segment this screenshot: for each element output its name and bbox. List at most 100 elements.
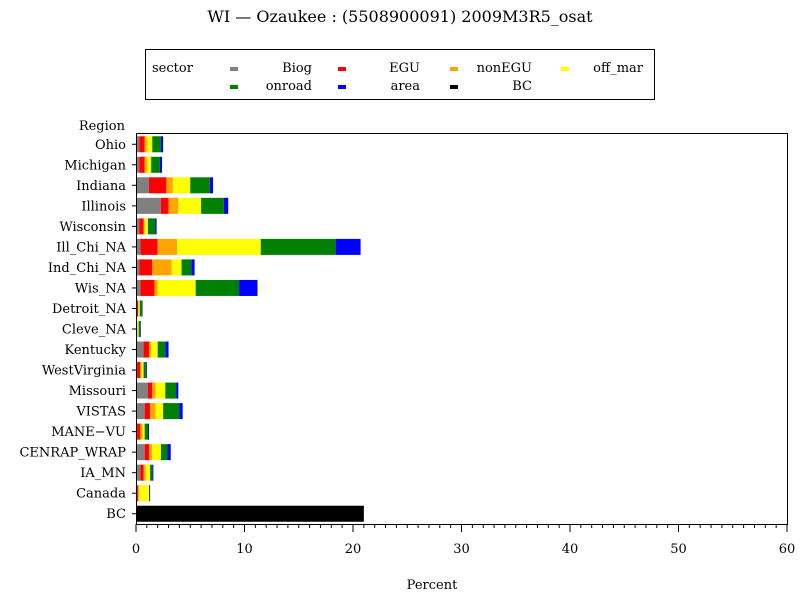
bar-vistas-off-mar <box>155 403 164 420</box>
bar-mane-vu-nonegu <box>140 423 143 440</box>
x-tick-label-40: 40 <box>562 542 579 557</box>
y-tick-label-canada: Canada <box>76 487 126 502</box>
bar-ind-chi-na-onroad <box>181 259 192 276</box>
bar-ohio-egu <box>139 136 145 153</box>
bar-cleve-na-off-mar <box>137 320 139 338</box>
legend-title: sector <box>152 61 194 76</box>
bar-cleve-na-nonegu <box>137 320 138 338</box>
bar-michigan-off-mar <box>146 156 152 173</box>
x-axis: 0 10 20 30 40 50 60 <box>132 524 795 557</box>
y-axis-label: Region <box>79 119 126 134</box>
legend-label-onroad: onroad <box>266 79 312 94</box>
y-tick-label-vistas: VISTAS <box>75 405 126 420</box>
bar-ohio-area <box>160 136 164 153</box>
bar-vistas-onroad <box>163 403 180 420</box>
bar-missouri-onroad <box>165 382 177 399</box>
bar-ia-mn-biog <box>136 464 141 481</box>
bar-canada-onroad <box>149 485 150 502</box>
bar-ia-mn-onroad <box>150 464 153 481</box>
bar-illinois-off-mar <box>178 197 202 214</box>
bar-vistas-biog <box>136 403 145 420</box>
bar-canada-nonegu <box>138 485 140 502</box>
bar-cleve-na-onroad <box>138 320 141 338</box>
bar-westvirginia-egu <box>137 362 141 379</box>
legend-swatch-bc <box>450 85 458 89</box>
legend-swatch-off-mar <box>561 67 569 71</box>
y-tick-label-ohio: Ohio <box>95 138 126 153</box>
bar-ohio-onroad <box>152 136 161 153</box>
bar-canada-area <box>149 485 151 502</box>
bar-ill-chi-na-egu <box>140 238 158 255</box>
bar-michigan-onroad <box>151 156 160 173</box>
bar-detroit-na-nonegu <box>138 300 139 317</box>
bar-ind-chi-na-nonegu <box>152 259 172 276</box>
bar-canada-off-mar <box>139 485 150 502</box>
bar-ill-chi-na-onroad <box>260 238 336 255</box>
bar-ia-mn-nonegu <box>143 464 146 481</box>
legend-label-egu: EGU <box>389 61 420 76</box>
legend-label-nonegu: nonEGU <box>477 61 532 76</box>
bar-westvirginia-onroad <box>143 362 146 379</box>
bar-westvirginia-nonegu <box>140 362 142 379</box>
bar-ind-chi-na-biog <box>136 259 140 276</box>
bar-kentucky-egu <box>143 341 150 358</box>
bar-mane-vu-onroad <box>144 423 148 440</box>
bar-wis-na-nonegu <box>154 279 158 296</box>
x-tick-label-60: 60 <box>779 542 796 557</box>
bar-wisconsin-biog <box>136 218 140 235</box>
bar-wisconsin-off-mar <box>144 218 148 235</box>
y-tick-label-michigan: Michigan <box>64 158 126 173</box>
bar-cleve-na-area <box>140 320 141 338</box>
bar-cenrap-wrap-onroad <box>160 444 168 461</box>
legend-swatch-onroad <box>230 85 238 89</box>
bar-ohio-biog <box>136 136 140 153</box>
legend-label-area: area <box>391 79 421 94</box>
bar-kentucky-off-mar <box>151 341 158 358</box>
bar-ia-mn-egu <box>140 464 144 481</box>
bar-wis-na-egu <box>140 279 155 296</box>
bar-cenrap-wrap-nonegu <box>149 444 153 461</box>
y-tick-label-mane-vu: MANE−VU <box>51 425 126 440</box>
bar-detroit-na-area <box>141 300 143 317</box>
bar-indiana-biog <box>136 177 150 194</box>
chart-title: WI — Ozaukee : (5508900091) 2009M3R5_osa… <box>207 7 593 26</box>
bar-wis-na-onroad <box>195 279 240 296</box>
bar-westvirginia-off-mar <box>141 362 144 379</box>
y-tick-label-indiana: Indiana <box>76 179 126 194</box>
y-tick-label-wis-na: Wis_NA <box>75 281 127 296</box>
bar-mane-vu-area <box>147 423 150 440</box>
y-axis: Ohio Michigan Indiana Illinois Wisconsin Ill_… <box>19 138 136 522</box>
bar-wis-na-area <box>239 279 258 296</box>
bar-ohio-nonegu <box>144 136 147 153</box>
bar-westvirginia-area <box>145 362 147 379</box>
bar-ind-chi-na-area <box>191 259 195 276</box>
bar-kentucky-biog <box>136 341 144 358</box>
bar-cenrap-wrap-biog <box>136 444 145 461</box>
y-tick-label-ia-mn: IA_MN <box>80 466 126 481</box>
bar-indiana-off-mar <box>172 177 191 194</box>
y-tick-label-wisconsin: Wisconsin <box>59 220 126 235</box>
y-tick-label-kentucky: Kentucky <box>64 343 126 358</box>
bar-cenrap-wrap-area <box>167 444 171 461</box>
bar-ia-mn-off-mar <box>145 464 151 481</box>
bar-indiana-onroad <box>190 177 210 194</box>
bar-kentucky-area <box>165 341 169 358</box>
bars <box>136 136 364 522</box>
x-tick-label-30: 30 <box>453 542 470 557</box>
bar-illinois-onroad <box>201 197 224 214</box>
bar-wisconsin-nonegu <box>143 218 145 235</box>
bar-ill-chi-na-area <box>335 238 361 255</box>
bar-indiana-area <box>209 177 214 194</box>
bar-michigan-egu <box>139 156 145 173</box>
legend-label-off-mar: off_mar <box>593 61 644 76</box>
bar-vistas-egu <box>144 403 151 420</box>
bar-mane-vu-off-mar <box>142 423 145 440</box>
bar-wisconsin-onroad <box>147 218 156 235</box>
bar-vistas-nonegu <box>150 403 156 420</box>
bar-indiana-nonegu <box>166 177 173 194</box>
bar-missouri-off-mar <box>155 382 166 399</box>
x-tick-label-10: 10 <box>236 542 253 557</box>
bar-illinois-egu <box>160 197 169 214</box>
